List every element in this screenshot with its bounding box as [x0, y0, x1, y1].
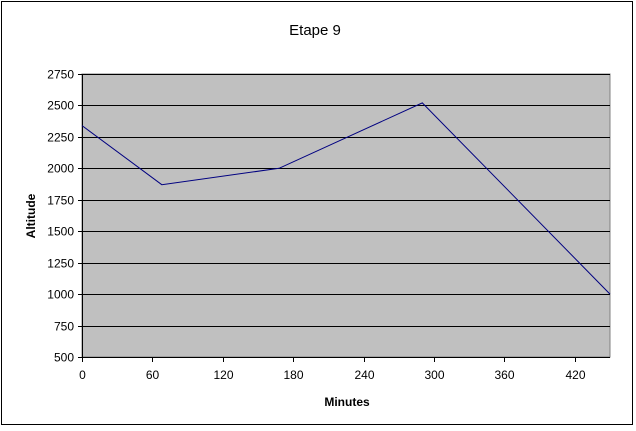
x-tick-label: 60 [146, 368, 160, 382]
y-tick-label: 1000 [47, 288, 74, 302]
chart-title: Etape 9 [289, 22, 341, 39]
x-tick-label: 360 [494, 368, 514, 382]
y-axis: 500 750 1000 1250 1500 1750 2000 2250 2500 2750 [47, 68, 82, 365]
x-tick-label: 120 [213, 368, 233, 382]
x-tick-label: 0 [79, 368, 86, 382]
y-tick-label: 1500 [47, 225, 74, 239]
x-tick-label: 180 [283, 368, 303, 382]
y-tick-label: 750 [54, 320, 74, 334]
x-tick-label: 300 [424, 368, 444, 382]
x-axis-title: Minutes [324, 395, 370, 409]
y-tick-label: 1250 [47, 257, 74, 271]
y-axis-title: Altitude [24, 193, 38, 238]
y-tick-label: 2500 [47, 99, 74, 113]
y-tick-label: 1750 [47, 194, 74, 208]
line-chart: Etape 9 500 750 1000 1250 1500 1750 2000 2250 25… [2, 2, 634, 426]
x-axis: 0 60 120 180 240 300 360 420 [79, 357, 610, 382]
y-tick-label: 2000 [47, 162, 74, 176]
x-tick-label: 240 [354, 368, 374, 382]
x-tick-label: 420 [565, 368, 585, 382]
y-tick-label: 2250 [47, 131, 74, 145]
y-tick-label: 2750 [47, 68, 74, 82]
y-tick-label: 500 [54, 351, 74, 365]
plot-area [82, 74, 610, 357]
chart-frame: Etape 9 500 750 1000 1250 1500 1750 2000 2250 25… [1, 1, 633, 425]
